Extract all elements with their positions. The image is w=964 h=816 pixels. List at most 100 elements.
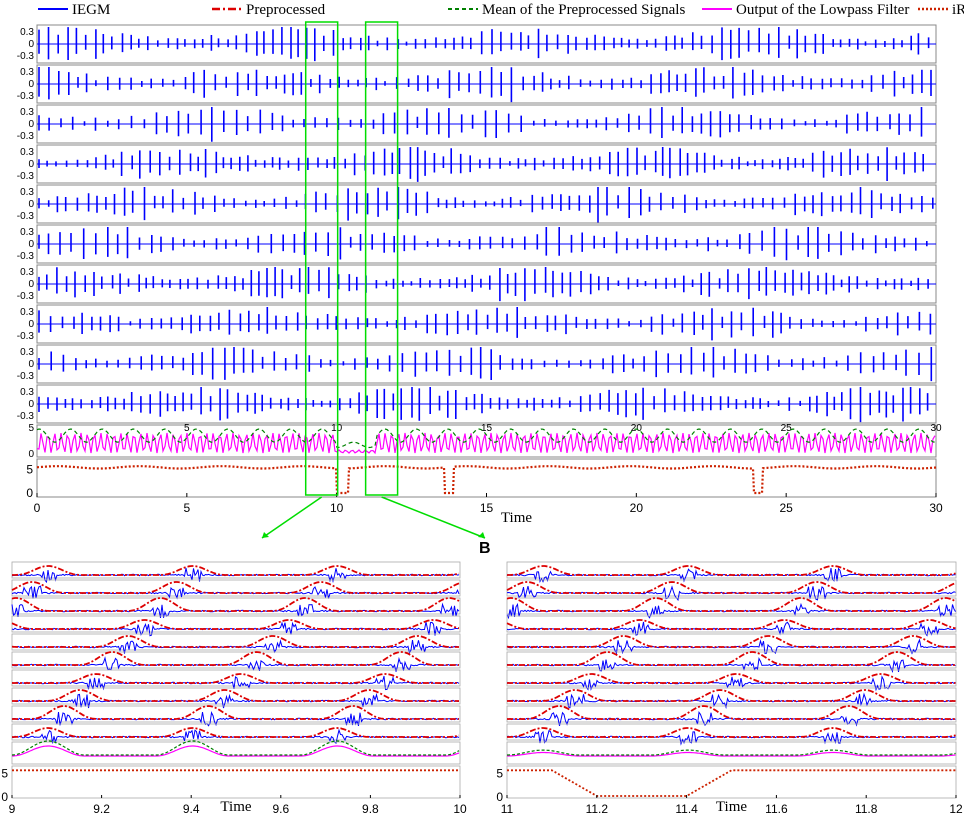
panelB-xtick-0: 11 [501, 802, 514, 816]
iegm-ytick-1-1: 0 [28, 79, 34, 90]
panelA-preprocessed-6 [12, 673, 459, 684]
panelB-preprocessed-0 [507, 565, 956, 576]
panelA-axes-4 [11, 633, 461, 651]
panelA-preprocessed-8 [12, 705, 459, 720]
main-xtick-0: 0 [34, 501, 41, 515]
panelA-preprocessed-7 [12, 689, 459, 702]
panelA-mean [11, 740, 460, 756]
panelA-preprocessed-4 [11, 635, 459, 648]
iegm-ytick-9-2: -0.3 [17, 411, 35, 422]
panelA-iegm-7 [11, 692, 460, 709]
panelA-axes-6 [11, 669, 461, 687]
iegm-ytick-2-1: 0 [28, 119, 34, 130]
panelB-lowpass [507, 751, 956, 757]
panelB-axes-9 [506, 723, 957, 741]
main-xtick-3: 15 [480, 501, 494, 515]
panelA-xtick-0: 9 [9, 802, 16, 816]
iegm-ytick-0-1: 0 [28, 39, 34, 50]
iegm-ytick-4-0: 0.3 [20, 187, 34, 198]
iegm-ytick-7-0: 0.3 [20, 307, 34, 318]
mean-inner-xtick-4: 20 [631, 423, 643, 434]
iegm-ytick-1-0: 0.3 [20, 67, 34, 78]
panelA-preprocessed-9 [12, 727, 460, 738]
iegm-signal-7 [38, 307, 932, 341]
panelB-axes-2 [506, 597, 957, 615]
panelA-xtick-5: 10 [453, 802, 467, 816]
lowpass-line [36, 432, 936, 455]
iegm-ytick-4-1: 0 [28, 199, 34, 210]
legend-label-0: IEGM [72, 2, 110, 18]
panelB-xlabel: Time [716, 799, 747, 815]
main-panel: 0.30-0.30.30-0.30.30-0.30.30-0.30.30-0.3… [17, 21, 943, 526]
panelB-preprocessed-1 [506, 581, 956, 594]
panelB-mean-axes [506, 741, 957, 765]
iegm-ytick-4-2: -0.3 [17, 211, 35, 222]
panelA-xlabel: Time [220, 799, 251, 815]
iegm-ytick-7-1: 0 [28, 319, 34, 330]
panelB-axes-1 [506, 579, 957, 597]
panelB-preprocessed-3 [506, 619, 956, 630]
mean-inner-xtick-1: 5 [184, 423, 190, 434]
panelB-iegm-7 [506, 692, 956, 710]
mean-axes [36, 424, 937, 458]
panelB-axes-7 [506, 687, 957, 705]
panelA-axes-7 [11, 687, 461, 705]
mean-ytick-0: 5 [28, 423, 34, 434]
iegm-ytick-8-2: -0.3 [17, 371, 35, 382]
panelA-lowpass [12, 745, 460, 757]
panelA-axes-1 [11, 579, 461, 597]
iegm-ytick-7-2: -0.3 [17, 331, 35, 342]
panelB-preprocessed-4 [506, 635, 956, 648]
main-xtick-2: 10 [330, 501, 344, 515]
main-xlabel: Time [501, 510, 532, 526]
iegm-ytick-3-2: -0.3 [17, 171, 35, 182]
main-xtick-1: 5 [183, 501, 190, 515]
mean-inner-xtick-2: 10 [331, 423, 343, 434]
main-xtick-6: 30 [929, 501, 943, 515]
iegm-ytick-8-0: 0.3 [20, 347, 34, 358]
panelB-mean [507, 749, 956, 756]
connector-b [381, 496, 486, 539]
panelA-mean-axes [11, 741, 461, 765]
iegm-ytick-5-2: -0.3 [17, 251, 35, 262]
iegm-ytick-0-0: 0.3 [20, 27, 34, 38]
panelA-axes-9 [11, 723, 461, 741]
panelA-xtick-2: 9.4 [183, 802, 200, 816]
iegm-ytick-5-1: 0 [28, 239, 34, 250]
panelB-xtick-3: 11.6 [765, 802, 788, 816]
iegm-ytick-9-0: 0.3 [20, 387, 34, 398]
panelB-ytick-0: 5 [496, 767, 503, 781]
mean-inner-xtick-3: 15 [481, 423, 493, 434]
iegm-ytick-3-1: 0 [28, 159, 34, 170]
iegm-signal-8 [38, 347, 933, 382]
iegm-ytick-2-0: 0.3 [20, 107, 34, 118]
iegm-signal-1 [38, 67, 932, 103]
legend: IEGM Preprocessed Mean of the Preprocessed… [38, 2, 964, 18]
panelB-axes-8 [506, 705, 957, 723]
panelA-iegm-6 [11, 675, 460, 691]
highlight-window-1 [364, 21, 399, 496]
panel-label-b: B [479, 540, 491, 557]
iegm-signal-5 [38, 227, 928, 261]
iegm-ytick-6-1: 0 [28, 279, 34, 290]
panelB-preprocessed-5 [507, 651, 956, 666]
mean-ytick-1: 0 [28, 449, 34, 460]
panelA-ytick-1: 0 [1, 790, 8, 804]
iegm-signal-6 [38, 267, 929, 302]
panelB-axes-0 [506, 561, 957, 579]
iegm-ytick-8-1: 0 [28, 359, 34, 370]
panelB-irdf-axes [506, 765, 957, 799]
panelB-irdf [507, 769, 956, 797]
mean-inner-xtick-6: 30 [930, 423, 942, 434]
iegm-signal-3 [38, 147, 924, 182]
connector-a-arrow [262, 532, 269, 538]
iegm-ytick-1-2: -0.3 [17, 91, 35, 102]
panelB-axes-5 [506, 651, 957, 669]
panelA-iegm-8 [11, 710, 460, 727]
panelA-preprocessed-5 [12, 651, 459, 666]
connector-a [261, 496, 323, 539]
iegm-signal-4 [38, 187, 934, 223]
panelB-xtick-4: 11.8 [855, 802, 878, 816]
iegm-ytick-2-2: -0.3 [17, 131, 35, 142]
